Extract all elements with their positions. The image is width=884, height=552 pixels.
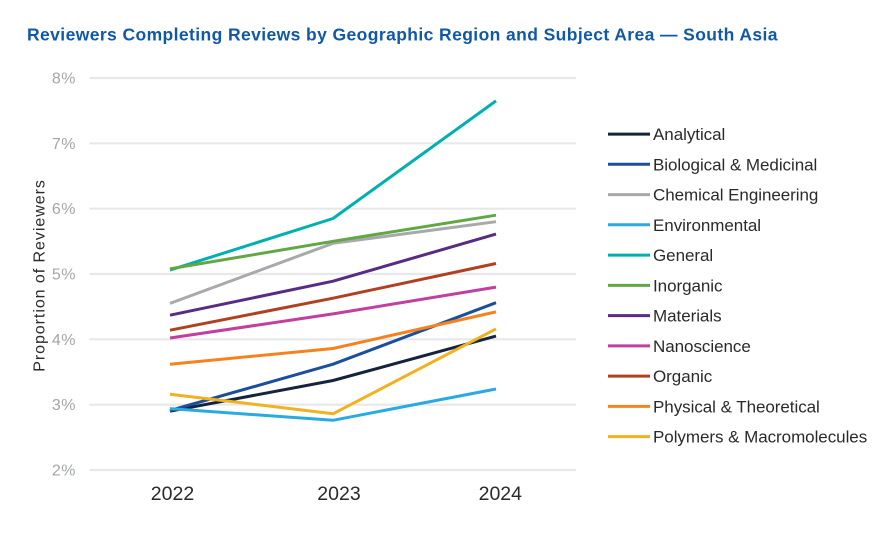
svg-text:Biological & Medicinal: Biological & Medicinal <box>653 155 817 174</box>
svg-text:2%: 2% <box>52 463 76 480</box>
svg-text:6%: 6% <box>52 201 76 218</box>
svg-text:General: General <box>653 246 713 265</box>
svg-text:7%: 7% <box>52 136 76 153</box>
svg-text:Materials: Materials <box>653 307 722 326</box>
svg-text:2024: 2024 <box>479 483 523 505</box>
svg-text:8%: 8% <box>52 71 76 88</box>
svg-text:Analytical: Analytical <box>653 125 725 144</box>
svg-text:Environmental: Environmental <box>653 216 761 235</box>
svg-text:Organic: Organic <box>653 367 713 386</box>
svg-text:Inorganic: Inorganic <box>653 277 723 296</box>
svg-text:2023: 2023 <box>317 483 360 505</box>
svg-text:2022: 2022 <box>151 483 194 505</box>
svg-text:Reviewers Completing Reviews b: Reviewers Completing Reviews by Geograph… <box>27 25 778 45</box>
svg-text:Nanoscience: Nanoscience <box>653 337 751 356</box>
svg-text:4%: 4% <box>52 332 76 349</box>
svg-text:Polymers & Macromolecules: Polymers & Macromolecules <box>653 428 867 447</box>
svg-text:Physical & Theoretical: Physical & Theoretical <box>653 398 820 417</box>
svg-text:Proportion of Reviewers: Proportion of Reviewers <box>32 179 49 372</box>
svg-text:3%: 3% <box>52 397 76 414</box>
svg-text:Chemical Engineering: Chemical Engineering <box>653 186 818 205</box>
svg-text:5%: 5% <box>52 267 76 284</box>
